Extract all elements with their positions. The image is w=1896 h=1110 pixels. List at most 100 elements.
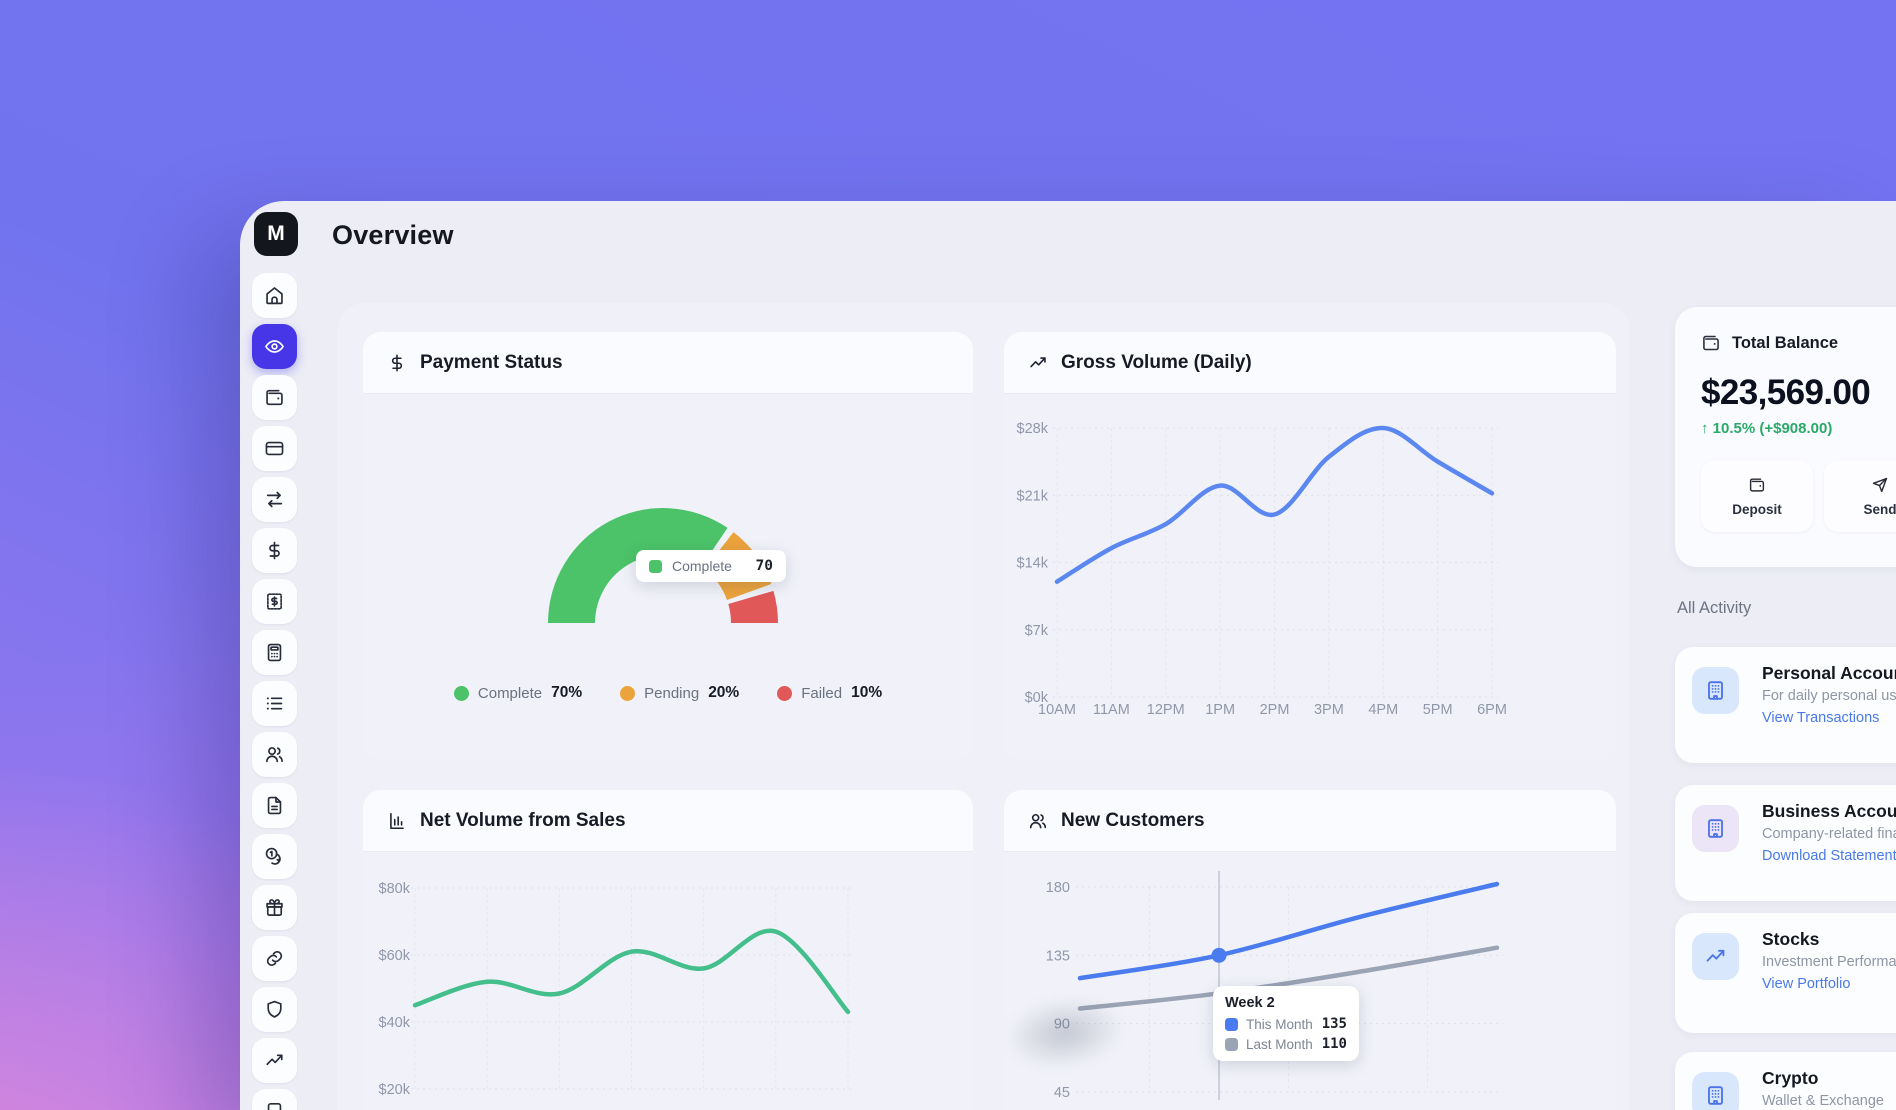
sidebar-item-wallet[interactable] (252, 375, 297, 420)
activity-item-business-account[interactable]: Business Account Company-related finances… (1675, 785, 1896, 901)
activity-item-crypto[interactable]: Crypto Wallet & Exchange (1675, 1052, 1896, 1110)
payment-status-card: Payment Status Complete 70 Complete 70% Pe… (363, 332, 973, 760)
svg-text:$21k: $21k (1017, 488, 1049, 504)
sidebar-item-shield[interactable] (252, 987, 297, 1032)
credit-card-icon (264, 438, 285, 459)
activity-title: Personal Account (1762, 663, 1896, 683)
legend-item-failed: Failed 10% (777, 684, 882, 702)
svg-text:$7k: $7k (1025, 623, 1049, 639)
svg-text:$0k: $0k (1025, 690, 1049, 706)
net-volume-header: Net Volume from Sales (363, 790, 973, 852)
file-text-icon (264, 795, 285, 816)
sidebar-item-list[interactable] (252, 681, 297, 726)
svg-text:2PM: 2PM (1260, 702, 1290, 718)
building-icon (1704, 817, 1727, 840)
legend-value: 20% (708, 684, 740, 701)
activity-subtitle: Investment Performance (1762, 954, 1896, 970)
svg-text:4PM: 4PM (1368, 702, 1398, 718)
activity-item-stocks[interactable]: Stocks Investment Performance View Portfol… (1675, 913, 1896, 1033)
activity-title: Stocks (1762, 929, 1820, 949)
legend-label: Pending (644, 684, 700, 702)
new-customers-line-chart: 45 90 135 180 (1046, 871, 1503, 1101)
activity-link[interactable]: View Portfolio (1762, 976, 1851, 992)
list-icon (264, 693, 285, 714)
tooltip-row: This Month 135 (1225, 1016, 1347, 1032)
sidebar-nav (252, 273, 297, 1110)
link-icon (264, 948, 285, 969)
new-customers-tooltip: Week 2 This Month 135 Last Month 110 (1213, 986, 1359, 1061)
total-balance-amount: $23,569.00 (1701, 373, 1871, 412)
sidebar-item-transfer[interactable] (252, 477, 297, 522)
bar-chart-icon (387, 811, 407, 831)
sidebar-item-calculator[interactable] (252, 630, 297, 675)
sidebar-item-coins[interactable] (252, 834, 297, 879)
sidebar-item-gift[interactable] (252, 885, 297, 930)
sidebar-item-credit-card[interactable] (252, 426, 297, 471)
eye-icon (264, 336, 285, 357)
legend-label: Complete (477, 684, 543, 702)
send-button[interactable]: Send (1824, 460, 1896, 532)
home-icon (264, 285, 285, 306)
svg-text:5PM: 5PM (1423, 702, 1453, 718)
sidebar-item-users[interactable] (252, 732, 297, 777)
gross-volume-header: Gross Volume (Daily) (1004, 332, 1616, 394)
users-icon (1028, 811, 1048, 831)
total-balance-change: ↑ 10.5% (+$908.00) (1701, 420, 1833, 437)
sidebar-item-receipt[interactable] (252, 579, 297, 624)
activity-item-personal-account[interactable]: Personal Account For daily personal use Vi… (1675, 647, 1896, 763)
svg-text:3PM: 3PM (1314, 702, 1344, 718)
device-icon (264, 1101, 285, 1110)
gross-volume-title: Gross Volume (Daily) (1061, 351, 1252, 373)
dollar-sign-icon (387, 353, 407, 373)
new-customers-title: New Customers (1061, 809, 1205, 831)
sidebar-item-home[interactable] (252, 273, 297, 318)
activity-title: Business Account (1762, 801, 1896, 821)
app-window: M Overview Payment Status Complete 70 Co… (240, 201, 1896, 1110)
svg-text:45: 45 (1054, 1085, 1070, 1101)
activity-title: Crypto (1762, 1068, 1819, 1088)
activity-link[interactable]: View Transactions (1762, 710, 1880, 726)
sidebar-item-dollar-sign[interactable] (252, 528, 297, 573)
total-balance-label: Total Balance (1732, 333, 1839, 352)
legend-value: 70% (551, 684, 583, 701)
activity-tile (1692, 1072, 1739, 1110)
svg-text:90: 90 (1054, 1017, 1070, 1033)
gross-volume-card: Gross Volume (Daily) $0k $7k $14k $21k $28k 1… (1004, 332, 1616, 760)
trending-up-icon (1704, 945, 1727, 968)
trending-up-icon (1028, 353, 1048, 373)
svg-text:$14k: $14k (1017, 556, 1049, 572)
new-customers-card: New Customers 45 90 135 180 Week 2 This Mon… (1004, 790, 1616, 1110)
gauge-tooltip: Complete 70 (636, 550, 786, 582)
legend-item-pending: Pending 20% (620, 684, 739, 702)
sidebar-item-device[interactable] (252, 1089, 297, 1110)
users-icon (264, 744, 285, 765)
dollar-sign-icon (264, 540, 285, 561)
svg-text:6PM: 6PM (1477, 702, 1507, 718)
balance-actions: Deposit Send (1701, 460, 1896, 532)
sidebar-item-trending-up[interactable] (252, 1038, 297, 1083)
svg-text:$20k: $20k (379, 1082, 411, 1098)
sidebar-item-eye[interactable] (252, 324, 297, 369)
payment-status-header: Payment Status (363, 332, 973, 394)
svg-text:1PM: 1PM (1205, 702, 1235, 718)
total-balance-card: Total Balance $23,569.00 ↑ 10.5% (+$908.… (1675, 307, 1896, 567)
tooltip-series-swatch (1225, 1017, 1238, 1031)
svg-text:10AM: 10AM (1038, 702, 1076, 718)
app-logo: M (254, 212, 298, 256)
svg-text:$40k: $40k (379, 1015, 411, 1031)
deposit-button[interactable]: Deposit (1701, 460, 1813, 532)
receipt-icon (264, 591, 285, 612)
gift-icon (264, 897, 285, 918)
activity-link[interactable]: Download Statement (1762, 848, 1896, 864)
legend-dot (453, 685, 469, 701)
sidebar-item-link[interactable] (252, 936, 297, 981)
svg-text:$28k: $28k (1017, 421, 1049, 437)
main-content-panel: Payment Status Complete 70 Complete 70% Pe… (337, 303, 1630, 1110)
transfer-icon (264, 489, 285, 510)
tooltip-series-value: 110 (1321, 1036, 1347, 1052)
sidebar-item-file-text[interactable] (252, 783, 297, 828)
tooltip-series-value: 70 (755, 558, 773, 574)
send-icon (1871, 476, 1889, 494)
tooltip-series-swatch (649, 559, 662, 573)
legend-dot (620, 685, 636, 701)
